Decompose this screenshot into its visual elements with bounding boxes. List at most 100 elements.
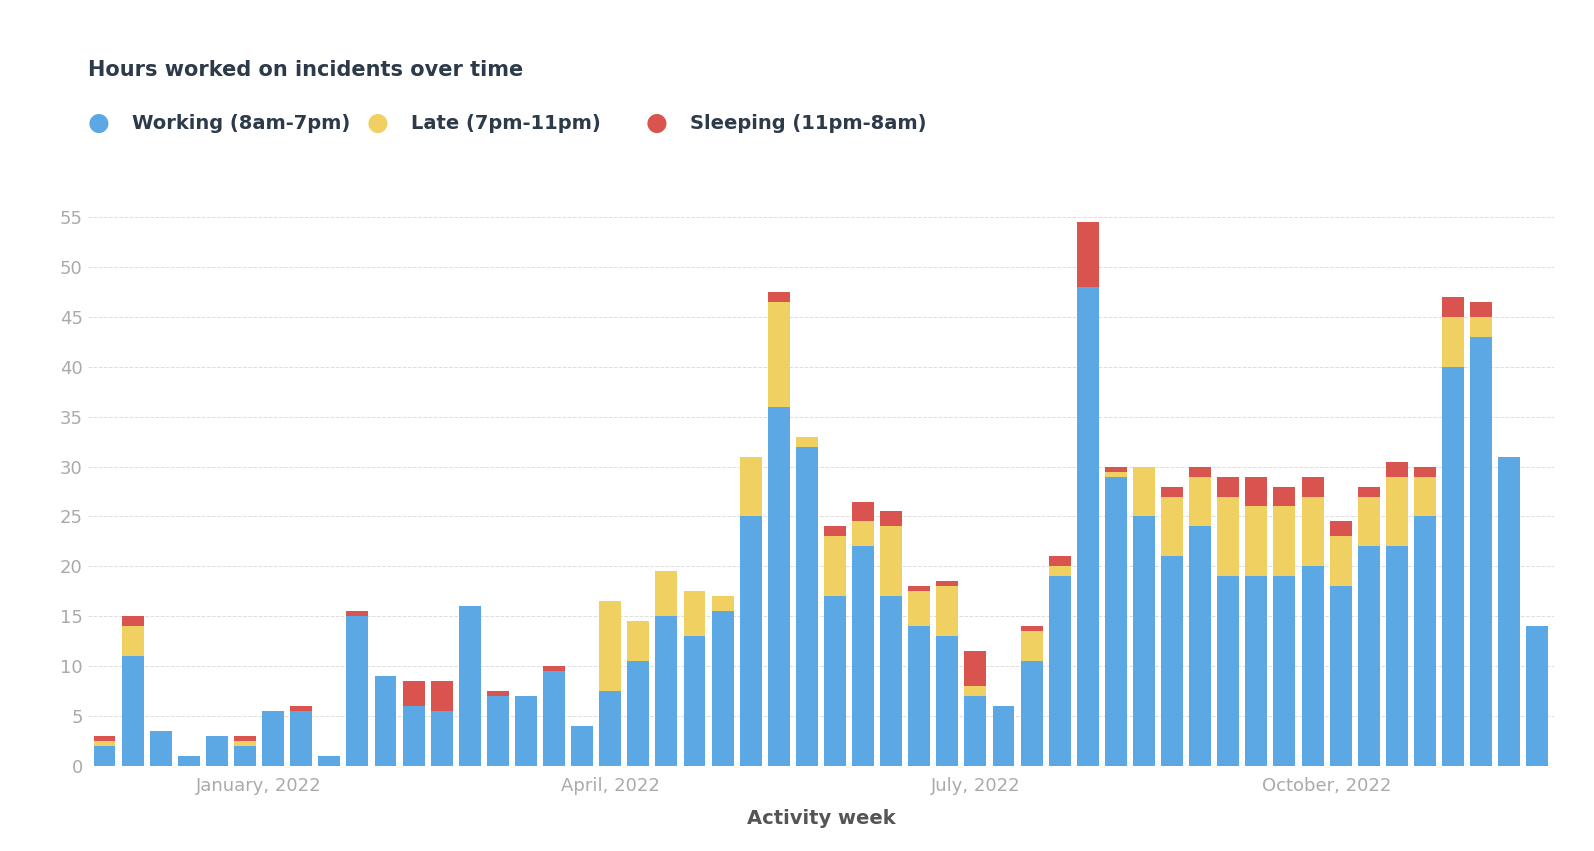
Bar bbox=[768, 302, 789, 407]
Bar bbox=[684, 591, 706, 637]
Bar bbox=[795, 447, 818, 766]
Bar bbox=[179, 756, 199, 766]
Bar bbox=[711, 597, 733, 611]
Bar bbox=[1020, 626, 1042, 631]
Bar bbox=[121, 616, 143, 626]
Bar bbox=[993, 706, 1014, 766]
Bar bbox=[1358, 487, 1380, 496]
Bar bbox=[740, 517, 762, 766]
Bar bbox=[711, 611, 733, 766]
Bar bbox=[1218, 477, 1239, 496]
Bar bbox=[1245, 576, 1267, 766]
Bar bbox=[1274, 487, 1296, 506]
Bar bbox=[486, 696, 508, 766]
Bar bbox=[261, 711, 284, 766]
Bar bbox=[740, 457, 762, 517]
Bar bbox=[1020, 661, 1042, 766]
Bar bbox=[403, 681, 424, 706]
Bar bbox=[1020, 631, 1042, 661]
Bar bbox=[346, 616, 368, 766]
Bar bbox=[206, 736, 228, 766]
Bar bbox=[1302, 567, 1323, 766]
Bar bbox=[486, 691, 508, 696]
Bar bbox=[853, 546, 874, 766]
Text: Hours worked on incidents over time: Hours worked on incidents over time bbox=[88, 60, 523, 80]
Bar bbox=[655, 571, 677, 616]
Bar bbox=[1133, 517, 1156, 766]
Bar bbox=[346, 611, 368, 616]
Bar bbox=[824, 536, 846, 597]
Bar bbox=[1049, 557, 1071, 567]
Bar bbox=[403, 706, 424, 766]
Text: Late (7pm-11pm): Late (7pm-11pm) bbox=[411, 114, 601, 133]
Bar bbox=[936, 586, 958, 637]
Bar bbox=[234, 746, 257, 766]
Bar bbox=[1358, 546, 1380, 766]
Bar bbox=[964, 696, 987, 766]
Bar bbox=[1470, 317, 1492, 337]
Bar bbox=[1049, 576, 1071, 766]
Bar bbox=[628, 661, 649, 766]
Bar bbox=[964, 686, 987, 696]
Bar bbox=[1218, 496, 1239, 576]
Bar bbox=[1414, 466, 1436, 477]
Bar bbox=[824, 527, 846, 536]
Bar bbox=[290, 711, 312, 766]
Bar bbox=[795, 437, 818, 447]
Bar bbox=[1498, 457, 1521, 766]
Bar bbox=[515, 696, 537, 766]
Bar bbox=[824, 597, 846, 766]
Bar bbox=[459, 606, 481, 766]
Bar bbox=[1385, 461, 1408, 477]
Bar bbox=[768, 292, 789, 302]
Bar bbox=[1385, 477, 1408, 546]
Bar bbox=[94, 741, 115, 746]
Text: ●: ● bbox=[88, 111, 110, 135]
Bar bbox=[853, 501, 874, 522]
Bar bbox=[1245, 506, 1267, 576]
Text: Working (8am-7pm): Working (8am-7pm) bbox=[132, 114, 351, 133]
Bar bbox=[234, 741, 257, 746]
Bar bbox=[909, 591, 931, 626]
Bar bbox=[599, 691, 622, 766]
Bar bbox=[1189, 527, 1211, 766]
Bar bbox=[1049, 567, 1071, 576]
Bar bbox=[94, 746, 115, 766]
Bar bbox=[1160, 496, 1183, 557]
Bar bbox=[880, 511, 902, 527]
Bar bbox=[375, 676, 397, 766]
Bar bbox=[544, 671, 564, 766]
Bar bbox=[430, 711, 453, 766]
Bar bbox=[1302, 496, 1323, 567]
Bar bbox=[1329, 522, 1352, 536]
Bar bbox=[936, 637, 958, 766]
Bar bbox=[936, 581, 958, 586]
Bar bbox=[1358, 496, 1380, 546]
Bar bbox=[234, 736, 257, 741]
Bar bbox=[1160, 487, 1183, 496]
Bar bbox=[964, 651, 987, 686]
Text: ●: ● bbox=[367, 111, 389, 135]
Bar bbox=[1470, 302, 1492, 317]
Bar bbox=[1105, 471, 1127, 477]
Bar bbox=[121, 656, 143, 766]
Bar bbox=[1414, 517, 1436, 766]
Bar bbox=[571, 726, 593, 766]
Bar bbox=[1443, 367, 1463, 766]
Bar bbox=[121, 626, 143, 656]
Bar bbox=[150, 731, 172, 766]
Bar bbox=[1302, 477, 1323, 496]
Bar bbox=[655, 616, 677, 766]
X-axis label: Activity week: Activity week bbox=[746, 809, 896, 828]
Bar bbox=[909, 586, 931, 591]
Bar bbox=[880, 527, 902, 597]
Bar bbox=[853, 522, 874, 546]
Bar bbox=[684, 637, 706, 766]
Bar bbox=[880, 597, 902, 766]
Bar bbox=[599, 602, 622, 691]
Bar bbox=[1443, 317, 1463, 367]
Bar bbox=[1160, 557, 1183, 766]
Bar bbox=[628, 621, 649, 661]
Text: Sleeping (11pm-8am): Sleeping (11pm-8am) bbox=[690, 114, 926, 133]
Bar bbox=[1078, 287, 1098, 766]
